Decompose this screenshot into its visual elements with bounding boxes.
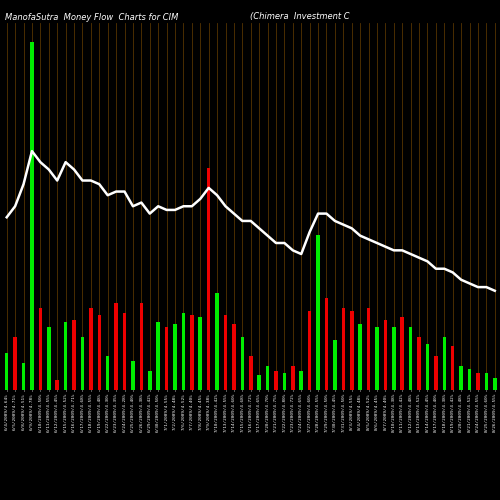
Bar [56, 380, 59, 390]
Bar [198, 318, 202, 390]
Bar [493, 378, 496, 390]
Bar [30, 42, 34, 390]
Text: ManofaSutra  Money Flow  Charts for CIM: ManofaSutra Money Flow Charts for CIM [5, 12, 178, 22]
Bar [409, 327, 412, 390]
Bar [400, 318, 404, 390]
Bar [64, 322, 68, 390]
Bar [358, 324, 362, 390]
Bar [291, 366, 294, 390]
Bar [308, 310, 312, 390]
Bar [451, 346, 454, 390]
Bar [114, 303, 118, 390]
Bar [324, 298, 328, 390]
Bar [14, 337, 17, 390]
Bar [38, 308, 42, 390]
Bar [140, 303, 143, 390]
Bar [384, 320, 387, 390]
Bar [460, 366, 463, 390]
Bar [5, 353, 8, 390]
Bar [165, 327, 168, 390]
Bar [367, 308, 370, 390]
Bar [131, 361, 134, 390]
Bar [216, 294, 219, 390]
Bar [89, 308, 92, 390]
Bar [224, 314, 228, 390]
Bar [173, 324, 177, 390]
Bar [476, 372, 480, 390]
Bar [190, 314, 194, 390]
Bar [123, 312, 126, 390]
Bar [266, 366, 270, 390]
Text: (Chimera  Investment C: (Chimera Investment C [250, 12, 350, 22]
Bar [258, 376, 261, 390]
Bar [72, 320, 76, 390]
Bar [442, 337, 446, 390]
Bar [333, 340, 336, 390]
Bar [484, 372, 488, 390]
Bar [300, 370, 303, 390]
Bar [182, 312, 185, 390]
Bar [249, 356, 252, 390]
Bar [468, 368, 471, 390]
Bar [350, 310, 354, 390]
Bar [240, 337, 244, 390]
Bar [392, 327, 396, 390]
Bar [274, 370, 278, 390]
Bar [98, 314, 101, 390]
Bar [426, 344, 429, 390]
Bar [22, 363, 26, 390]
Bar [434, 356, 438, 390]
Bar [316, 236, 320, 390]
Bar [207, 168, 210, 390]
Bar [156, 322, 160, 390]
Bar [106, 356, 110, 390]
Bar [282, 372, 286, 390]
Bar [47, 327, 50, 390]
Bar [418, 337, 421, 390]
Bar [80, 337, 84, 390]
Bar [232, 324, 235, 390]
Bar [148, 370, 152, 390]
Bar [342, 308, 345, 390]
Bar [375, 327, 378, 390]
